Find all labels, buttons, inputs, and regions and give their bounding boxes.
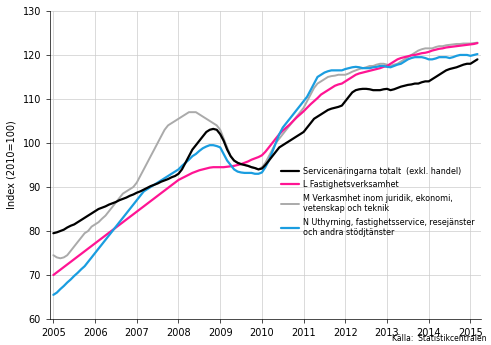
Text: Källa:  Statistikcentralen: Källa: Statistikcentralen xyxy=(392,334,486,343)
M Verkasmhet inom juridik, ekonomi,
vetenskap och teknik xyxy=(57,256,63,260)
L Fastighetsverksamhet xyxy=(172,180,178,185)
M Verkasmhet inom juridik, ekonomi,
vetenskap och teknik xyxy=(176,117,182,121)
Legend: Servicenäringarna totalt  (exkl. handel), L Fastighetsverksamhet, M Verkasmhet i: Servicenäringarna totalt (exkl. handel),… xyxy=(279,165,477,239)
Servicenäringarna totalt  (exkl. handel) xyxy=(99,206,105,210)
M Verkasmhet inom juridik, ekonomi,
vetenskap och teknik xyxy=(78,236,84,240)
Servicenäringarna totalt  (exkl. handel) xyxy=(235,161,241,165)
N Uthyrning, fastighetsservice, resejänster
och andra stödjtänster xyxy=(172,169,178,174)
L Fastighetsverksamhet xyxy=(235,163,241,167)
M Verkasmhet inom juridik, ekonomi,
vetenskap och teknik xyxy=(398,59,404,63)
N Uthyrning, fastighetsservice, resejänster
och andra stödjtänster xyxy=(395,62,401,67)
Servicenäringarna totalt  (exkl. handel) xyxy=(172,174,178,178)
Servicenäringarna totalt  (exkl. handel) xyxy=(92,209,98,213)
Line: L Fastighetsverksamhet: L Fastighetsverksamhet xyxy=(54,43,477,275)
L Fastighetsverksamhet xyxy=(395,57,401,61)
M Verkasmhet inom juridik, ekonomi,
vetenskap och teknik xyxy=(103,214,109,218)
N Uthyrning, fastighetsservice, resejänster
och andra stödjtänster xyxy=(51,293,56,297)
Servicenäringarna totalt  (exkl. handel) xyxy=(474,57,480,61)
N Uthyrning, fastighetsservice, resejänster
och andra stödjtänster xyxy=(99,242,105,246)
Y-axis label: Index (2010=100): Index (2010=100) xyxy=(7,121,17,209)
M Verkasmhet inom juridik, ekonomi,
vetenskap och teknik xyxy=(238,162,244,166)
M Verkasmhet inom juridik, ekonomi,
vetenskap och teknik xyxy=(96,220,102,224)
N Uthyrning, fastighetsservice, resejänster
och andra stödjtänster xyxy=(92,251,98,255)
L Fastighetsverksamhet xyxy=(474,41,480,45)
Line: Servicenäringarna totalt  (exkl. handel): Servicenäringarna totalt (exkl. handel) xyxy=(54,59,477,233)
N Uthyrning, fastighetsservice, resejänster
och andra stödjtänster xyxy=(75,271,81,275)
Line: M Verkasmhet inom juridik, ekonomi,
vetenskap och teknik: M Verkasmhet inom juridik, ekonomi, vete… xyxy=(54,43,477,258)
Servicenäringarna totalt  (exkl. handel) xyxy=(51,231,56,235)
L Fastighetsverksamhet xyxy=(99,236,105,240)
L Fastighetsverksamhet xyxy=(92,241,98,245)
Servicenäringarna totalt  (exkl. handel) xyxy=(395,86,401,90)
N Uthyrning, fastighetsservice, resejänster
och andra stödjtänster xyxy=(474,52,480,56)
M Verkasmhet inom juridik, ekonomi,
vetenskap och teknik xyxy=(51,253,56,257)
L Fastighetsverksamhet xyxy=(75,255,81,259)
L Fastighetsverksamhet xyxy=(51,273,56,277)
M Verkasmhet inom juridik, ekonomi,
vetenskap och teknik xyxy=(474,41,480,45)
N Uthyrning, fastighetsservice, resejänster
och andra stödjtänster xyxy=(235,169,241,174)
Servicenäringarna totalt  (exkl. handel) xyxy=(75,220,81,224)
Line: N Uthyrning, fastighetsservice, resejänster
och andra stödjtänster: N Uthyrning, fastighetsservice, resejäns… xyxy=(54,54,477,295)
